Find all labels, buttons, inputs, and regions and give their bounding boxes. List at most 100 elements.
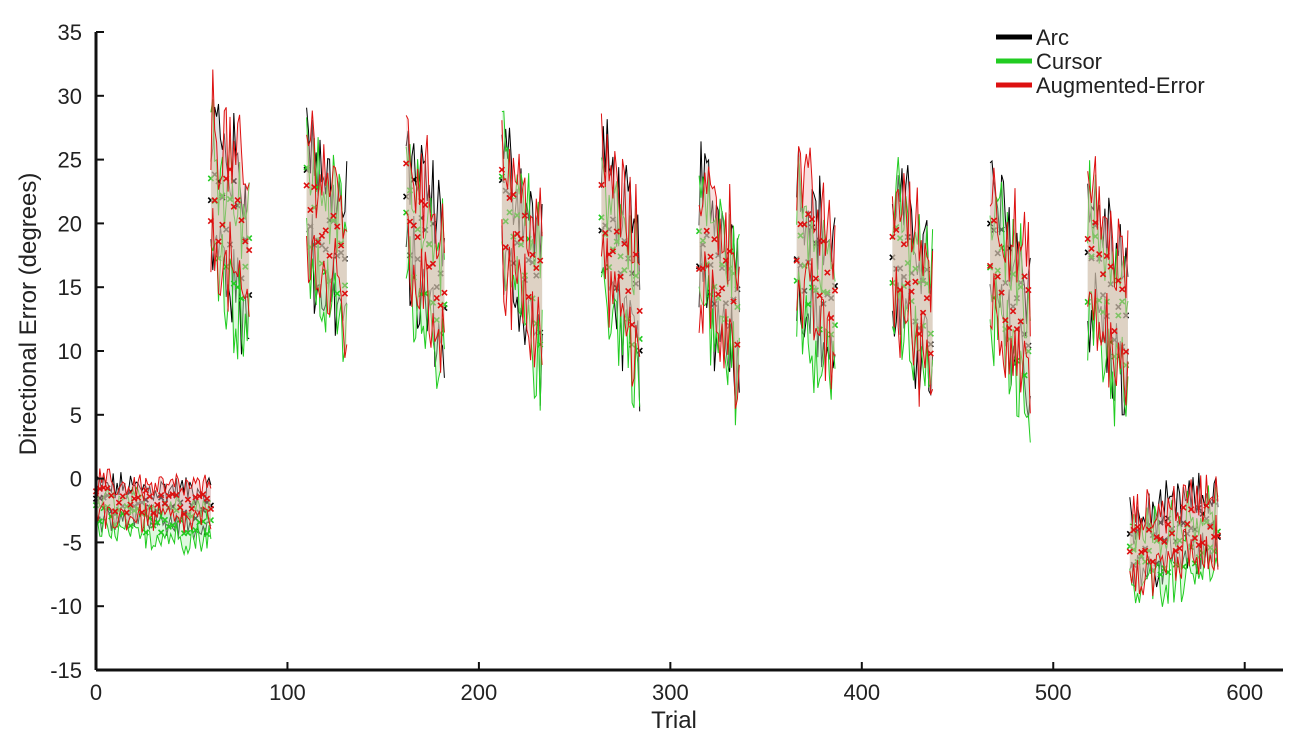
mean-marker [1115,277,1122,284]
mean-marker [502,244,509,251]
mean-marker [215,238,222,245]
mean-marker [322,227,329,234]
mean-marker [923,280,931,287]
mean-marker [994,273,1001,280]
error-band [406,115,445,373]
mean-marker [521,272,529,279]
mean-marker [207,217,215,225]
mean-marker [533,320,540,327]
mean-marker [154,519,161,526]
mean-marker [613,238,620,245]
mean-marker [1099,271,1107,278]
y-tick-label: 10 [58,339,82,364]
x-tick-label: 100 [269,680,306,705]
mean-marker [824,289,831,296]
mean-marker [1021,273,1028,280]
mean-marker [1145,526,1153,533]
error-band [501,111,543,411]
y-tick-label: 30 [58,84,82,109]
mean-marker [1214,532,1222,539]
mean-marker [1195,541,1202,549]
mean-marker [812,287,820,294]
mean-marker [1099,292,1107,299]
mean-marker [1176,537,1183,544]
mean-marker [196,493,203,500]
legend-label: Cursor [1036,49,1102,74]
mean-marker [414,233,421,241]
mean-marker [429,260,437,267]
mean-marker [1119,286,1126,293]
mean-marker [173,491,180,499]
mean-marker [138,509,146,516]
mean-marker [1126,548,1134,555]
mean-marker [1191,534,1199,542]
series-arc [92,103,1222,589]
mean-marker [602,229,609,237]
mean-marker [632,251,640,258]
mean-marker [1149,558,1156,565]
mean-marker [613,228,620,235]
mean-marker [1084,298,1091,306]
mean-marker [824,269,831,276]
mean-marker [203,495,211,502]
mean-marker [1164,521,1172,528]
y-tick-label: -5 [62,530,82,555]
mean-marker [998,289,1005,296]
mean-marker [1115,303,1122,311]
mean-marker [896,265,904,272]
band-upper-line [891,173,934,313]
mean-marker [517,241,525,248]
band-lower-line [1087,288,1129,406]
mean-marker [598,214,605,221]
mean-marker [406,252,414,259]
mean-marker [1207,523,1214,530]
mean-marker [1017,318,1024,325]
band-lower-line [600,234,641,387]
mean-marker [410,222,417,229]
mean-marker [1119,298,1126,305]
mean-marker [425,241,433,248]
mean-marker [529,251,536,258]
mean-marker [1107,263,1114,270]
mean-marker [628,341,636,348]
mean-marker [1153,533,1160,541]
mean-marker [1002,317,1009,324]
band-lower-line [501,219,543,368]
mean-marker [226,166,234,173]
mean-marker [326,252,333,259]
mean-marker [900,241,908,248]
mean-marker [986,264,994,271]
mean-marker [632,272,640,279]
y-tick-label: 5 [70,403,82,428]
mean-marker [337,242,345,249]
mean-marker [1130,546,1137,553]
mean-marker [234,283,241,291]
mean-marker [808,216,816,223]
mean-marker [628,321,636,328]
band-lower-line [698,275,740,426]
band-upper-line [600,113,641,266]
mean-marker [617,253,624,260]
mean-marker [912,278,919,285]
mean-marker [617,273,624,280]
mean-marker [123,503,130,510]
mean-marker [402,193,410,200]
mean-marker [146,493,153,500]
mean-marker [1017,283,1024,291]
series-augmented-error [92,69,1222,597]
mean-marker [1168,530,1176,537]
mean-marker [127,522,134,529]
mean-marker [734,303,741,311]
mean-marker [242,238,249,245]
y-tick-label: 20 [58,211,82,236]
mean-marker [904,280,911,287]
y-tick-label: -10 [50,594,82,619]
mean-marker [711,236,718,243]
mean-marker [226,195,234,203]
mean-marker [1088,253,1095,260]
y-tick-label: 15 [58,275,82,300]
mean-marker [1191,526,1199,533]
band-lower-line [891,266,934,407]
mean-marker [307,223,314,230]
